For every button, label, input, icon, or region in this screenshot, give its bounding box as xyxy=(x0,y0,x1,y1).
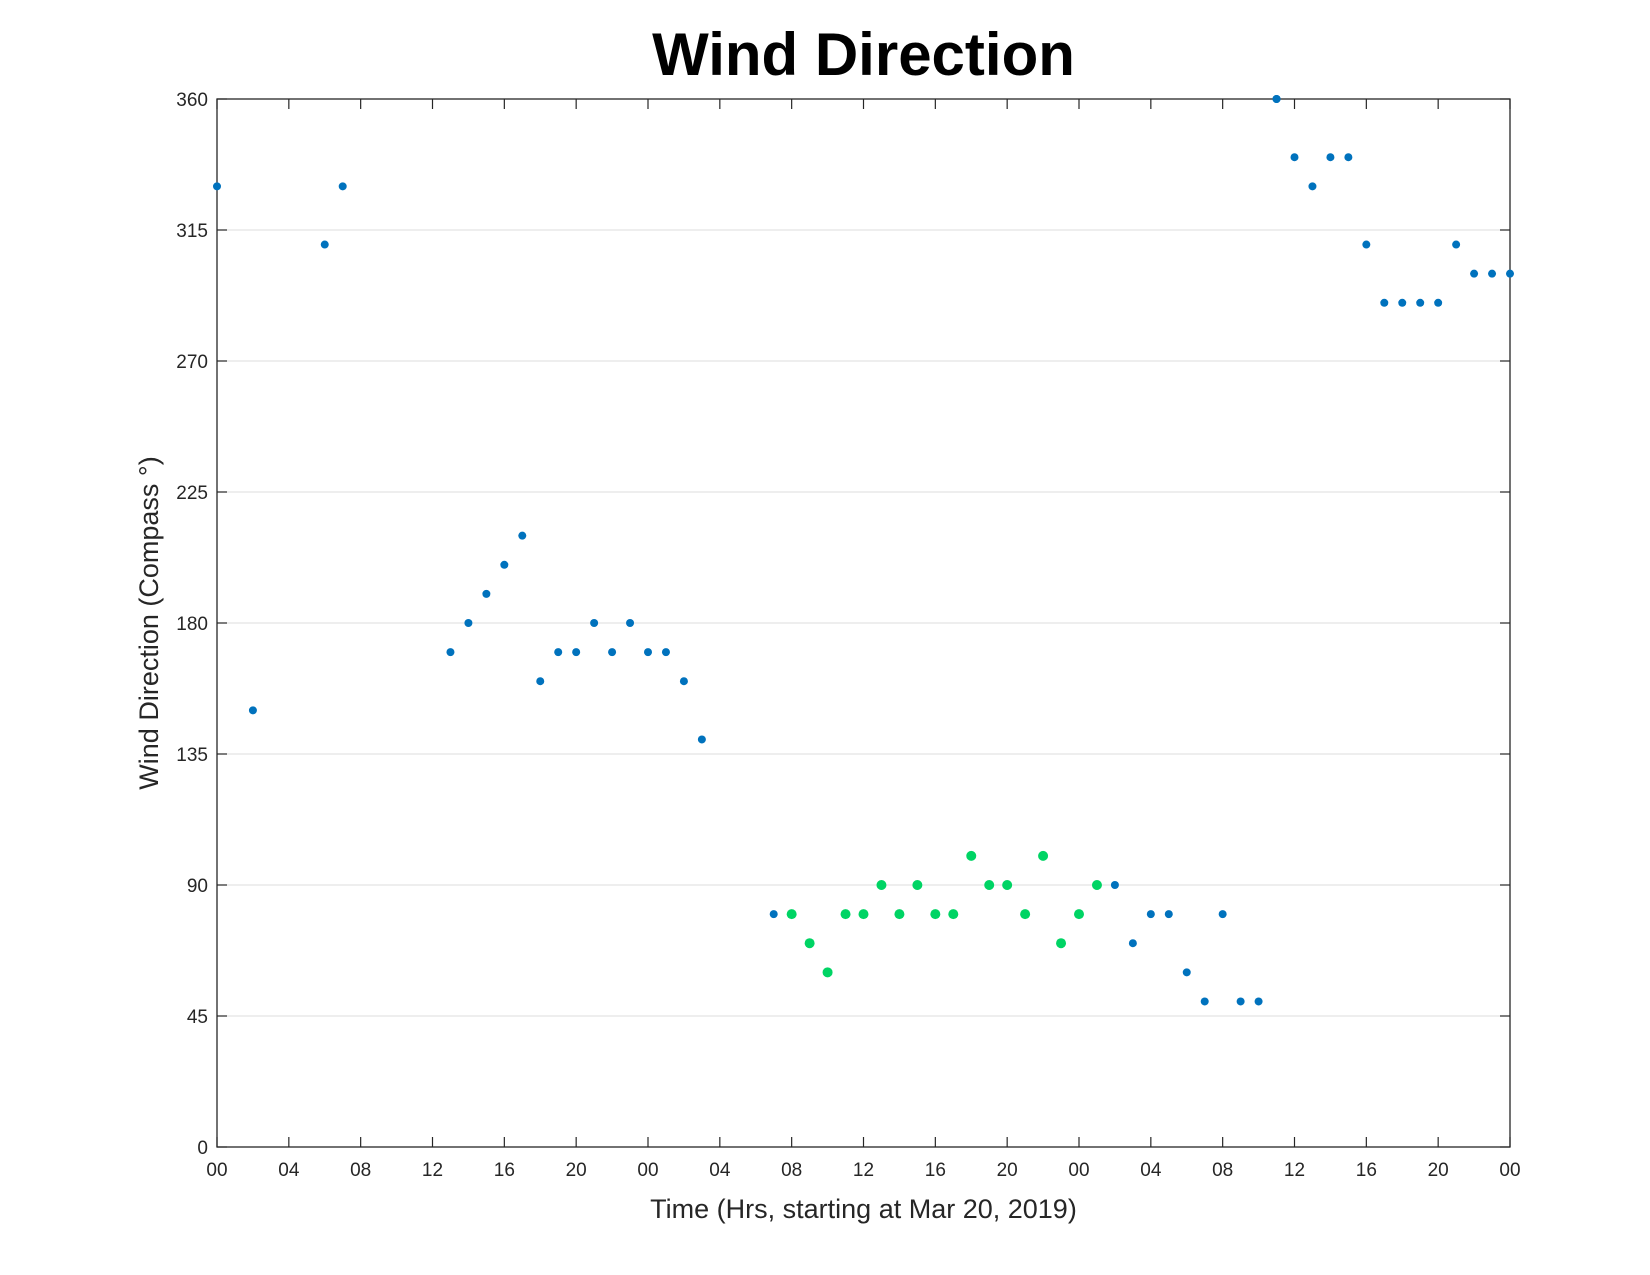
y-tick-label: 225 xyxy=(176,483,208,504)
data-point xyxy=(464,619,473,627)
x-tick-label: 00 xyxy=(637,1160,658,1181)
data-point xyxy=(840,909,851,920)
x-axis-label: Time (Hrs, starting at Mar 20, 2019) xyxy=(650,1194,1077,1224)
x-tick-label: 08 xyxy=(350,1160,371,1181)
data-point xyxy=(804,938,815,949)
data-point xyxy=(769,910,778,919)
x-tick-label: 12 xyxy=(1284,1160,1305,1181)
data-point xyxy=(644,648,652,657)
x-tick-label: 16 xyxy=(1356,1160,1377,1181)
data-point xyxy=(1470,269,1479,278)
data-point xyxy=(1146,910,1155,919)
data-point xyxy=(518,531,527,540)
x-tick-label: 20 xyxy=(997,1160,1018,1181)
data-point xyxy=(1488,269,1497,278)
data-point xyxy=(679,677,688,686)
data-point xyxy=(1254,997,1263,1006)
data-point xyxy=(1398,298,1407,307)
x-tick-label: 04 xyxy=(1140,1160,1162,1181)
grid-layer xyxy=(217,229,1510,1017)
x-tick-label: 00 xyxy=(1499,1160,1520,1181)
data-point xyxy=(984,880,995,890)
y-tick-label: 45 xyxy=(187,1007,208,1028)
data-point xyxy=(822,967,833,978)
data-point xyxy=(1362,240,1371,249)
x-tick-label: 20 xyxy=(566,1160,587,1181)
data-point xyxy=(1038,850,1049,861)
y-axis-label: Wind Direction (Compass °) xyxy=(134,456,164,789)
data-point xyxy=(786,909,797,920)
x-tick-label: 04 xyxy=(709,1160,731,1181)
data-points-layer xyxy=(213,95,1514,1006)
y-tick-label: 360 xyxy=(176,90,208,111)
data-point xyxy=(661,648,670,657)
data-point xyxy=(590,619,599,627)
data-point xyxy=(1200,997,1209,1006)
data-point xyxy=(1434,298,1443,307)
data-point xyxy=(1020,909,1031,920)
data-point xyxy=(320,240,329,249)
data-point xyxy=(500,560,509,569)
data-point xyxy=(338,182,347,191)
data-point xyxy=(1290,153,1299,162)
y-tick-label: 0 xyxy=(197,1138,208,1159)
data-point xyxy=(446,648,455,657)
data-point xyxy=(1236,997,1245,1006)
data-point xyxy=(1506,269,1514,278)
data-point xyxy=(1182,968,1191,977)
data-point xyxy=(1002,880,1013,890)
x-tick-label: 04 xyxy=(278,1160,300,1181)
data-point xyxy=(876,880,887,890)
y-tick-label: 180 xyxy=(176,614,208,635)
data-point xyxy=(213,182,221,191)
data-point xyxy=(948,909,959,920)
data-point xyxy=(554,648,563,657)
data-point xyxy=(1308,182,1317,191)
data-point xyxy=(1074,909,1084,920)
data-point xyxy=(1416,298,1425,307)
data-point xyxy=(1218,910,1227,919)
data-point xyxy=(536,677,545,686)
data-point xyxy=(482,589,491,598)
y-tick-label: 315 xyxy=(176,221,208,242)
x-tick-label: 16 xyxy=(494,1160,515,1181)
data-point xyxy=(1380,298,1389,307)
data-point xyxy=(1452,240,1461,249)
data-point xyxy=(912,880,923,890)
chart-title: Wind Direction xyxy=(652,21,1075,88)
x-tick-label: 08 xyxy=(1212,1160,1233,1181)
data-point xyxy=(858,909,869,920)
y-tick-label: 90 xyxy=(187,876,208,897)
data-point xyxy=(1272,95,1281,103)
data-point xyxy=(1056,938,1067,949)
data-point xyxy=(1110,881,1119,889)
data-point xyxy=(248,706,257,715)
data-point xyxy=(626,619,635,627)
y-tick-label: 270 xyxy=(176,352,208,373)
y-tick-label: 135 xyxy=(176,745,208,766)
data-point xyxy=(930,909,941,920)
x-tick-label: 12 xyxy=(853,1160,874,1181)
data-point xyxy=(1128,939,1137,948)
x-tick-label: 00 xyxy=(1068,1160,1089,1181)
data-point xyxy=(1344,153,1353,162)
data-point xyxy=(1164,910,1173,919)
data-point xyxy=(966,850,977,861)
data-point xyxy=(608,648,617,657)
data-point xyxy=(572,648,581,657)
data-point xyxy=(894,909,905,920)
ticks-layer: 0 45 90 135 180 225 270 315 360 00 04 08 12 16 20 00 04 0… xyxy=(176,90,1520,1181)
x-tick-label: 00 xyxy=(206,1160,227,1181)
x-tick-label: 20 xyxy=(1428,1160,1449,1181)
x-tick-label: 16 xyxy=(925,1160,946,1181)
x-tick-label: 08 xyxy=(781,1160,802,1181)
data-point xyxy=(1091,880,1102,890)
data-point xyxy=(697,735,706,744)
data-point xyxy=(1326,153,1335,162)
x-tick-label: 12 xyxy=(422,1160,443,1181)
